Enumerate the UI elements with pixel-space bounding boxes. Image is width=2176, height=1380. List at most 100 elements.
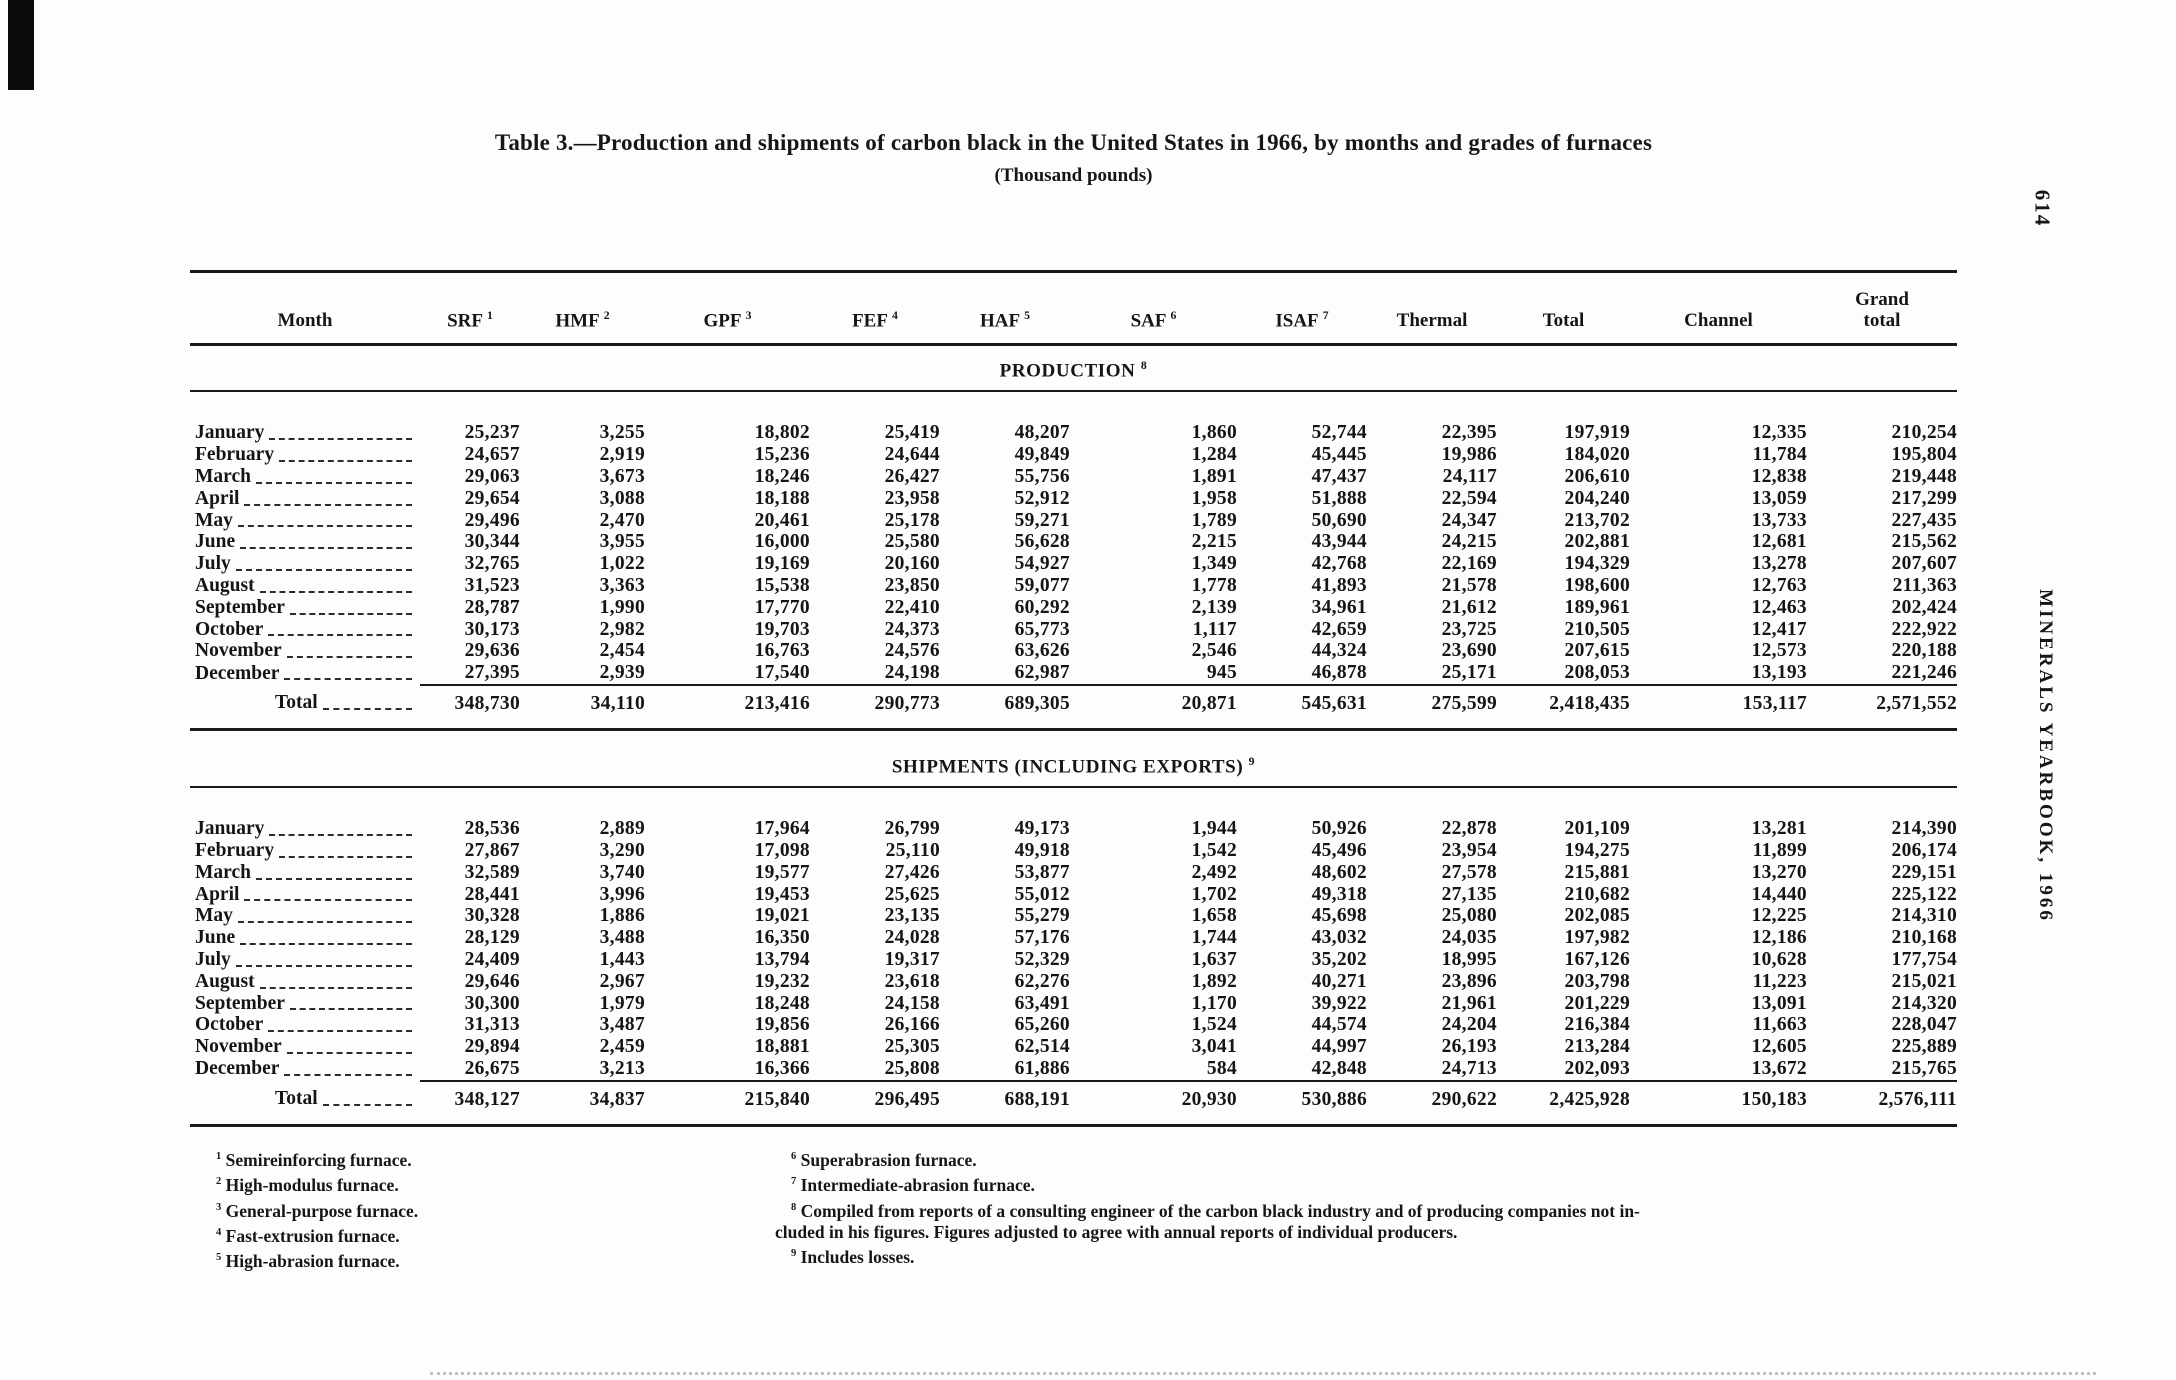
total-label-content: Total [190, 1088, 420, 1110]
value-cell: 222,922 [1891, 618, 1957, 640]
month-label: May [195, 905, 233, 927]
total-value-cell: 348,127 [420, 1079, 520, 1127]
value-cell: 2,967 [599, 970, 645, 992]
value-cell: 11,663 [1752, 1014, 1807, 1036]
value-cell: 2,919 [599, 444, 645, 466]
value-cell: 25,305 [884, 1036, 940, 1058]
section-heading-text: SHIPMENTS (INCLUDING EXPORTS) [891, 756, 1244, 778]
value-cell: 20,160 [884, 553, 940, 575]
month-cell-content: February [190, 444, 420, 466]
col-header-sup: 4 [892, 308, 898, 322]
value-cell: 45,698 [1311, 905, 1367, 927]
month-cell-content: April [190, 884, 420, 906]
month-cell: June [190, 927, 420, 949]
col-header-label: SRF [447, 310, 483, 331]
month-label: November [195, 640, 282, 662]
value-cell: 49,918 [1014, 840, 1070, 862]
value-cell: 214,390 [1891, 818, 1957, 840]
value-cell: 202,424 [1891, 596, 1957, 618]
value-cell: 1,117 [1192, 618, 1237, 640]
footnote-sup: 6 [791, 1151, 797, 1162]
value-cell: 12,463 [1751, 596, 1807, 618]
col-header-label: GPF [703, 310, 741, 331]
value-cell: 584 [1206, 1057, 1237, 1079]
col-header-label: SAF [1130, 310, 1166, 331]
dash-leader [286, 656, 412, 659]
month-cell: December [190, 1058, 420, 1081]
value-cell: 3,363 [599, 574, 645, 596]
month-cell: November [190, 640, 420, 662]
table-row: August 29,646 2,967 19,232 23,618 62,276 1,892… [190, 971, 1957, 993]
month-label: March [195, 465, 251, 487]
value-cell: 48,602 [1311, 861, 1367, 883]
value-cell: 47,437 [1311, 465, 1367, 487]
month-cell-content: January [190, 818, 420, 840]
table-row: March 29,063 3,673 18,246 26,427 55,756 1,891 4… [190, 466, 1957, 488]
month-label: June [195, 531, 236, 553]
value-cell: 2,492 [1191, 861, 1237, 883]
value-cell: 21,612 [1441, 596, 1497, 618]
table-row: April 29,654 3,088 18,188 23,958 52,912 1,958 5… [190, 488, 1957, 510]
month-cell-content: June [190, 531, 420, 553]
table-row: September 30,300 1,979 18,248 24,158 63,491 1,… [190, 993, 1957, 1015]
value-cell: 217,299 [1891, 487, 1957, 509]
value-cell: 1,284 [1191, 444, 1237, 466]
value-cell: 19,577 [754, 861, 810, 883]
month-cell: August [190, 575, 420, 597]
col-header-sup: 7 [1322, 308, 1329, 322]
month-cell: April [190, 884, 420, 906]
value-cell: 19,317 [884, 949, 940, 970]
value-cell: 202,085 [1564, 905, 1630, 927]
value-cell: 43,944 [1311, 531, 1367, 553]
value-cell: 19,021 [754, 905, 810, 927]
total-value-cell: 153,117 [1630, 683, 1807, 731]
value-cell: 46,878 [1311, 662, 1367, 684]
spacer-cell [190, 787, 1957, 818]
value-cell: 2,982 [599, 618, 645, 640]
value-cell: 24,035 [1441, 927, 1497, 949]
month-cell: April [190, 488, 420, 510]
value-cell: 2,889 [599, 818, 645, 840]
month-cell: January [190, 422, 420, 444]
value-cell: 219,448 [1891, 465, 1957, 487]
value-cell: 25,625 [884, 883, 940, 905]
value-cell: 21,961 [1441, 992, 1497, 1014]
value-cell: 28,536 [464, 818, 520, 840]
total-label: Total [275, 1087, 318, 1109]
section-heading: SHIPMENTS (INCLUDING EXPORTS) 9 [190, 729, 1957, 789]
value-cell: 216,384 [1564, 1014, 1630, 1036]
dash-leader [240, 547, 412, 550]
value-cell: 28,787 [464, 596, 520, 618]
value-cell: 1,979 [599, 992, 645, 1014]
month-cell: May [190, 905, 420, 927]
carbon-black-table: Month SRF 1 HMF 2 GPF 3 FEF 4 HAF 5 SAF 6 ISAF … [190, 270, 1957, 1127]
value-cell: 24,028 [884, 927, 940, 949]
dash-leader [259, 590, 412, 593]
value-cell: 17,098 [754, 840, 810, 862]
value-cell: 16,350 [754, 927, 810, 949]
dash-leader [289, 612, 412, 615]
footnote: 5 High-abrasion furnace. [216, 1251, 400, 1272]
value-cell: 211,363 [1892, 574, 1957, 596]
value-cell: 60,292 [1014, 596, 1070, 618]
dash-leader [269, 834, 412, 837]
spacer-row [190, 787, 1957, 818]
value-cell: 44,324 [1311, 640, 1367, 662]
value-cell: 18,802 [754, 422, 810, 444]
value-cell: 17,964 [754, 818, 810, 840]
value-cell: 45,496 [1311, 840, 1367, 862]
dash-leader [286, 1051, 412, 1054]
footnote-sup: 1 [216, 1151, 222, 1162]
value-cell: 16,763 [754, 640, 810, 662]
value-cell: 24,347 [1441, 509, 1497, 531]
value-cell: 2,939 [599, 662, 645, 684]
col-header-haf: HAF 5 [940, 271, 1070, 346]
footnote: 4 Fast-extrusion furnace. [216, 1225, 400, 1246]
table-row: May 29,496 2,470 20,461 25,178 59,271 1,789 50,… [190, 510, 1957, 532]
value-cell: 22,169 [1441, 553, 1497, 575]
month-label: April [195, 883, 240, 905]
value-cell: 23,896 [1441, 970, 1497, 992]
value-cell: 16,000 [754, 531, 810, 553]
value-cell: 29,636 [464, 640, 520, 662]
table-row: November 29,894 2,459 18,881 25,305 62,514 3,0… [190, 1036, 1957, 1058]
